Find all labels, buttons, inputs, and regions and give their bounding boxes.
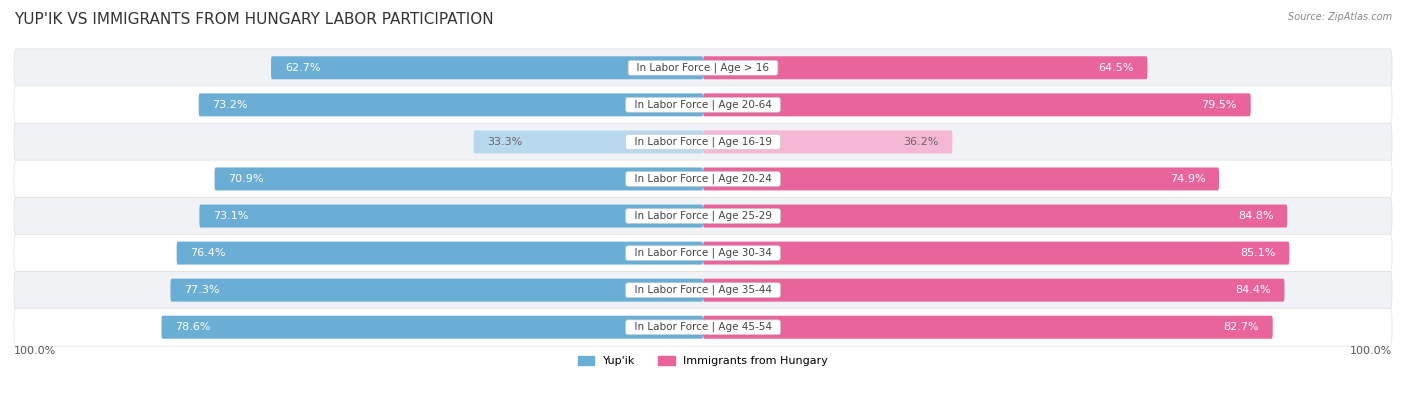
FancyBboxPatch shape — [162, 316, 703, 339]
Text: 85.1%: 85.1% — [1240, 248, 1275, 258]
Text: 74.9%: 74.9% — [1170, 174, 1205, 184]
FancyBboxPatch shape — [14, 308, 1392, 346]
Text: In Labor Force | Age 20-64: In Labor Force | Age 20-64 — [628, 100, 778, 110]
Text: 82.7%: 82.7% — [1223, 322, 1258, 332]
FancyBboxPatch shape — [14, 197, 1392, 235]
FancyBboxPatch shape — [14, 160, 1392, 198]
Text: 70.9%: 70.9% — [228, 174, 264, 184]
Text: 76.4%: 76.4% — [190, 248, 226, 258]
Text: Source: ZipAtlas.com: Source: ZipAtlas.com — [1288, 12, 1392, 22]
Text: 64.5%: 64.5% — [1098, 63, 1133, 73]
FancyBboxPatch shape — [703, 316, 1272, 339]
FancyBboxPatch shape — [170, 278, 703, 302]
Text: 84.8%: 84.8% — [1237, 211, 1274, 221]
FancyBboxPatch shape — [14, 234, 1392, 272]
Text: 36.2%: 36.2% — [903, 137, 939, 147]
FancyBboxPatch shape — [703, 278, 1285, 302]
FancyBboxPatch shape — [14, 49, 1392, 87]
FancyBboxPatch shape — [703, 242, 1289, 265]
FancyBboxPatch shape — [177, 242, 703, 265]
Text: In Labor Force | Age 35-44: In Labor Force | Age 35-44 — [627, 285, 779, 295]
FancyBboxPatch shape — [703, 205, 1288, 228]
FancyBboxPatch shape — [198, 93, 703, 117]
Text: In Labor Force | Age 45-54: In Labor Force | Age 45-54 — [627, 322, 779, 333]
Legend: Yup'ik, Immigrants from Hungary: Yup'ik, Immigrants from Hungary — [578, 356, 828, 366]
FancyBboxPatch shape — [474, 130, 703, 153]
FancyBboxPatch shape — [14, 271, 1392, 309]
Text: 79.5%: 79.5% — [1202, 100, 1237, 110]
FancyBboxPatch shape — [703, 130, 952, 153]
Text: 78.6%: 78.6% — [176, 322, 211, 332]
Text: 100.0%: 100.0% — [1350, 346, 1392, 357]
Text: 77.3%: 77.3% — [184, 285, 219, 295]
Text: 33.3%: 33.3% — [488, 137, 523, 147]
FancyBboxPatch shape — [215, 167, 703, 190]
FancyBboxPatch shape — [14, 86, 1392, 124]
Text: In Labor Force | Age 16-19: In Labor Force | Age 16-19 — [627, 137, 779, 147]
Text: 100.0%: 100.0% — [14, 346, 56, 357]
Text: In Labor Force | Age > 16: In Labor Force | Age > 16 — [630, 62, 776, 73]
Text: In Labor Force | Age 30-34: In Labor Force | Age 30-34 — [628, 248, 778, 258]
Text: 62.7%: 62.7% — [285, 63, 321, 73]
FancyBboxPatch shape — [14, 123, 1392, 161]
Text: In Labor Force | Age 20-24: In Labor Force | Age 20-24 — [628, 174, 778, 184]
FancyBboxPatch shape — [271, 56, 703, 79]
Text: In Labor Force | Age 25-29: In Labor Force | Age 25-29 — [627, 211, 779, 221]
Text: 73.2%: 73.2% — [212, 100, 247, 110]
FancyBboxPatch shape — [703, 93, 1251, 117]
Text: 84.4%: 84.4% — [1234, 285, 1271, 295]
FancyBboxPatch shape — [200, 205, 703, 228]
Text: YUP'IK VS IMMIGRANTS FROM HUNGARY LABOR PARTICIPATION: YUP'IK VS IMMIGRANTS FROM HUNGARY LABOR … — [14, 12, 494, 27]
FancyBboxPatch shape — [703, 56, 1147, 79]
FancyBboxPatch shape — [703, 167, 1219, 190]
Text: 73.1%: 73.1% — [214, 211, 249, 221]
